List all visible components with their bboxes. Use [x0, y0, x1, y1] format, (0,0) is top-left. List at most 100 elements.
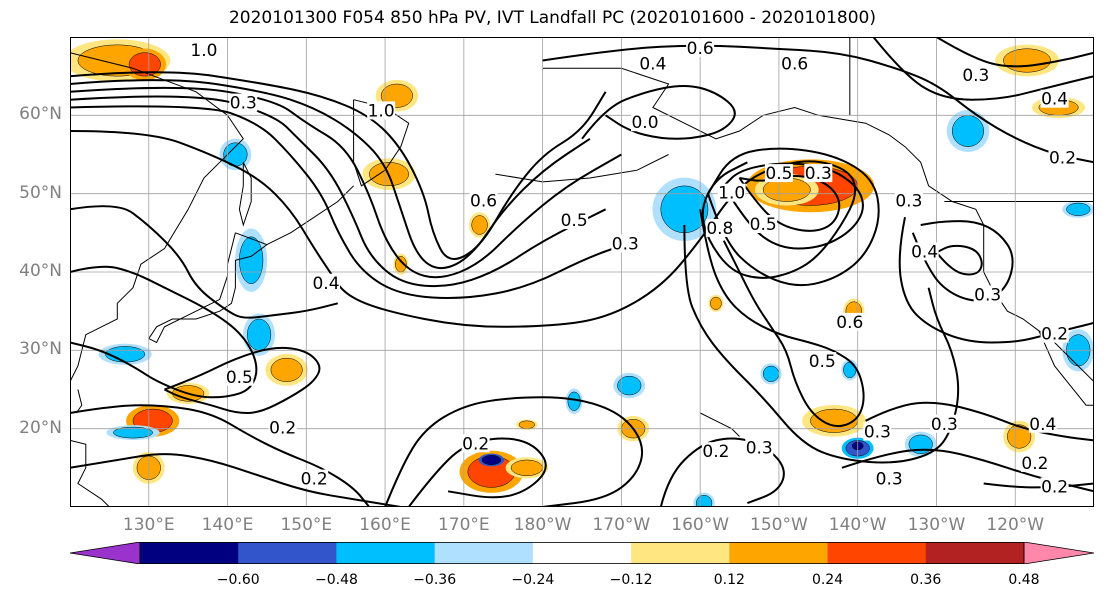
lon-label-220: 140°W — [828, 515, 887, 535]
pv-contour — [70, 205, 339, 319]
contour-label-bg — [910, 242, 939, 261]
contour-label: 0.4 — [639, 54, 666, 74]
pv-shade-blob — [518, 420, 535, 429]
pv-contour — [70, 404, 371, 507]
contour-label-bg — [835, 312, 864, 331]
colorbar-frame — [139, 542, 1025, 564]
lon-label-230: 130°W — [907, 515, 966, 535]
pv-shade-blob — [239, 236, 264, 284]
contour-label-bg — [804, 164, 833, 183]
pv-contour — [384, 396, 644, 507]
colorbar-tick-label: −0.12 — [609, 572, 653, 588]
contour-labels: 1.0 0.3 1.0 0.4 0.5 0.2 0.2 0.6 0.5 0.3 0.2 0.4 0.6 0… — [189, 38, 1077, 497]
contour-label-bg — [973, 285, 1002, 304]
contour-label: 0.3 — [895, 192, 922, 212]
pv-contour — [683, 224, 960, 464]
pv-shade-blob — [246, 318, 272, 351]
contour-label: 0.3 — [746, 438, 773, 458]
pv-contour — [70, 265, 258, 399]
contour-label-bg — [808, 352, 837, 371]
contour-label-bg — [189, 41, 218, 60]
contour-label-bg — [875, 469, 904, 488]
pv-contour — [865, 401, 1094, 442]
contour-label-bg — [705, 218, 734, 237]
lat-label-30: 30°N — [19, 339, 62, 360]
lon-label-130: 130°E — [122, 515, 175, 535]
pv-contour — [722, 162, 864, 250]
contour-label-bg — [745, 438, 774, 457]
coastline — [238, 162, 252, 227]
contour-label-bg — [1048, 148, 1077, 167]
pv-contour — [70, 71, 607, 260]
contour-label: 0.2 — [1041, 325, 1068, 345]
pv-shade-blob — [270, 357, 303, 382]
contour-lines — [70, 37, 1094, 507]
contour-label: 1.0 — [190, 41, 217, 61]
contour-label: 0.5 — [226, 368, 253, 388]
contour-label: 1.0 — [718, 184, 745, 204]
colorbar-tick-label: −0.60 — [216, 572, 260, 588]
coastline — [75, 389, 83, 414]
pv-shade-blob — [481, 455, 502, 465]
colorbar-tick-label: −0.48 — [314, 572, 358, 588]
pv-shade-blob — [105, 346, 146, 363]
contour-label-bg — [638, 54, 667, 73]
graticule — [70, 37, 1094, 507]
contour-label-bg — [701, 442, 730, 461]
colorbar-tick-label: 0.60 — [1092, 572, 1105, 588]
pv-contour — [872, 37, 1094, 101]
chart-title: 2020101300 F054 850 hPa PV, IVT Landfall… — [228, 8, 876, 28]
pv-shade-blob — [510, 459, 543, 476]
contour-label: 0.0 — [631, 113, 658, 133]
lon-label-240: 120°W — [986, 515, 1045, 535]
pv-shade-blob — [951, 115, 984, 147]
contour-label-bg — [461, 434, 490, 453]
contour-label-bg — [780, 54, 809, 73]
contour-label: 0.2 — [1041, 477, 1068, 497]
pv-contour — [707, 147, 880, 287]
contour-label: 0.4 — [312, 274, 339, 294]
contour-label: 0.2 — [1021, 454, 1048, 474]
coastline — [148, 232, 268, 344]
contour-label-bg — [961, 66, 990, 85]
contour-label: 0.3 — [612, 235, 639, 255]
contour-label: 0.6 — [687, 39, 714, 59]
pv-contour — [581, 84, 736, 140]
pv-contour — [70, 453, 401, 507]
pv-shade-blob — [113, 426, 153, 439]
colorbar-segment — [434, 542, 534, 564]
contour-label: 0.6 — [781, 54, 808, 74]
contour-label-bg — [717, 183, 746, 202]
colorbar-segment — [827, 542, 927, 564]
colorbar-segment — [140, 542, 239, 564]
contour-label-bg — [863, 422, 892, 441]
colorbar-tick-label: 0.48 — [1008, 572, 1040, 588]
contour-label-bg — [631, 113, 660, 132]
contour-label-bg — [611, 234, 640, 253]
pv-shade-blob — [1003, 48, 1051, 73]
contour-label: 0.4 — [911, 242, 938, 262]
contour-label-bg — [1040, 477, 1069, 496]
contour-label: 0.5 — [750, 215, 777, 235]
pv-shading-layer — [70, 39, 1094, 507]
lat-label-40: 40°N — [19, 261, 62, 281]
colorbar-tick-label: 0.24 — [811, 572, 844, 588]
coastline — [495, 154, 669, 183]
contour-label: 0.3 — [962, 66, 989, 86]
contour-label: 0.5 — [765, 164, 792, 184]
lon-label-160: 160°E — [359, 515, 411, 535]
lat-label-50: 50°N — [19, 182, 62, 203]
lon-label-150: 150°E — [280, 515, 333, 535]
lat-label-20: 20°N — [19, 417, 62, 438]
colorbar — [70, 542, 1094, 564]
contour-label-bg — [300, 469, 329, 488]
coastline — [70, 439, 110, 507]
contour-label: 0.4 — [1029, 415, 1056, 435]
lon-label-140: 140°E — [201, 515, 254, 535]
colorbar-segment — [729, 542, 829, 564]
pv-shade-blob — [617, 375, 642, 396]
contour-label: 0.5 — [809, 352, 836, 372]
pv-shade-blob — [1007, 424, 1032, 449]
colorbar-extend-low — [70, 542, 141, 564]
lon-label-210: 150°W — [750, 515, 808, 535]
